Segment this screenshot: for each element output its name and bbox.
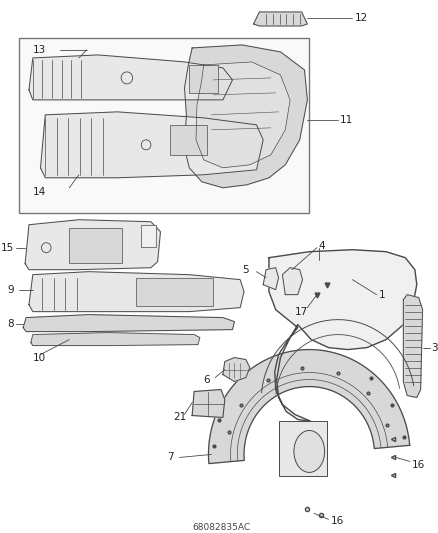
Text: 12: 12: [354, 13, 367, 23]
Polygon shape: [208, 350, 410, 464]
Polygon shape: [269, 249, 417, 422]
Bar: [137, 278, 213, 305]
Text: 8: 8: [7, 319, 14, 329]
Text: 7: 7: [167, 453, 174, 463]
Polygon shape: [403, 295, 423, 398]
Text: 68082835AC: 68082835AC: [193, 523, 251, 532]
Text: 1: 1: [378, 289, 385, 300]
Polygon shape: [25, 220, 160, 270]
Bar: [69, 228, 122, 263]
Text: 10: 10: [33, 352, 46, 362]
Text: 15: 15: [0, 243, 14, 253]
Polygon shape: [254, 12, 307, 26]
Polygon shape: [192, 390, 225, 417]
Polygon shape: [29, 55, 233, 100]
Text: 17: 17: [295, 306, 308, 317]
Text: 6: 6: [204, 375, 210, 384]
Polygon shape: [40, 112, 263, 178]
Bar: [189, 65, 218, 93]
Text: 21: 21: [173, 413, 186, 423]
Text: 14: 14: [33, 187, 46, 197]
Text: 3: 3: [431, 343, 438, 352]
Polygon shape: [31, 333, 200, 345]
Text: 16: 16: [330, 516, 344, 527]
Text: 5: 5: [242, 265, 249, 274]
Polygon shape: [23, 314, 234, 332]
Ellipse shape: [294, 431, 325, 472]
Text: 11: 11: [340, 115, 353, 125]
Text: 16: 16: [412, 461, 425, 471]
Polygon shape: [196, 62, 290, 168]
Polygon shape: [29, 272, 244, 312]
Polygon shape: [223, 358, 250, 382]
Text: 9: 9: [7, 285, 14, 295]
Bar: [19, 38, 309, 213]
Bar: [141, 225, 155, 247]
Text: 13: 13: [33, 45, 46, 55]
Bar: [279, 422, 327, 477]
Polygon shape: [263, 268, 279, 289]
Bar: [170, 125, 207, 155]
Polygon shape: [184, 45, 307, 188]
Text: 4: 4: [319, 241, 325, 251]
Polygon shape: [283, 268, 303, 295]
